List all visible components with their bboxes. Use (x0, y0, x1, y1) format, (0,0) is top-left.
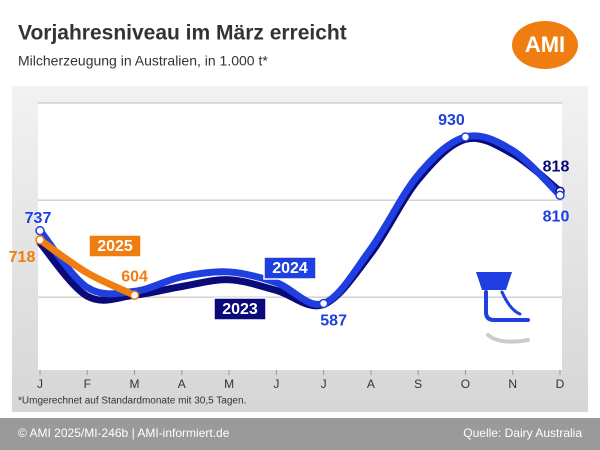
value-label: 737 (25, 210, 52, 227)
point (460, 132, 471, 142)
footnote: *Umgerechnet auf Standardmonate mit 30,5… (18, 396, 246, 407)
chart-title: Vorjahresniveau im März erreicht (18, 22, 347, 45)
point (35, 225, 45, 236)
footer (0, 418, 600, 450)
x-tick-label: A (367, 377, 375, 391)
x-tick-label: M (130, 377, 140, 391)
milk-icon (476, 272, 530, 344)
legend-box (263, 256, 317, 280)
legend-box (213, 297, 267, 321)
point (35, 235, 45, 245)
legend-label: 2025 (97, 238, 133, 255)
legend-label: 2023 (222, 301, 258, 318)
value-label: 718 (9, 249, 36, 266)
x-tick-label: J (37, 377, 43, 391)
value-label: 587 (320, 313, 347, 330)
legend-box (88, 234, 142, 258)
x-tick-label: D (556, 377, 565, 391)
legend-label: 2024 (272, 260, 308, 277)
x-tick-label: N (508, 377, 517, 391)
point (318, 298, 329, 309)
x-tick-label: F (84, 377, 91, 391)
x-tick-label: O (461, 377, 470, 391)
logo: AMI (525, 32, 565, 57)
x-tick-label: M (224, 377, 234, 391)
x-tick-label: S (414, 377, 422, 391)
subtitle: Milcherzeugung in Australien, in 1.000 t… (18, 53, 268, 69)
value-label: 818 (543, 159, 570, 176)
footer-right: Quelle: Dairy Australia (463, 426, 582, 440)
logo-badge (512, 21, 578, 69)
x-tick-label: J (321, 377, 327, 391)
point (555, 190, 565, 200)
footer-left: © AMI 2025/MI-246b | AMI-informiert.de (18, 426, 230, 440)
x-tick-label: J (273, 377, 279, 391)
value-label: 604 (121, 268, 148, 285)
line (36, 236, 139, 299)
value-label: 810 (543, 208, 570, 225)
x-tick-label: A (178, 377, 186, 391)
point (129, 290, 140, 300)
value-label: 930 (438, 112, 465, 129)
